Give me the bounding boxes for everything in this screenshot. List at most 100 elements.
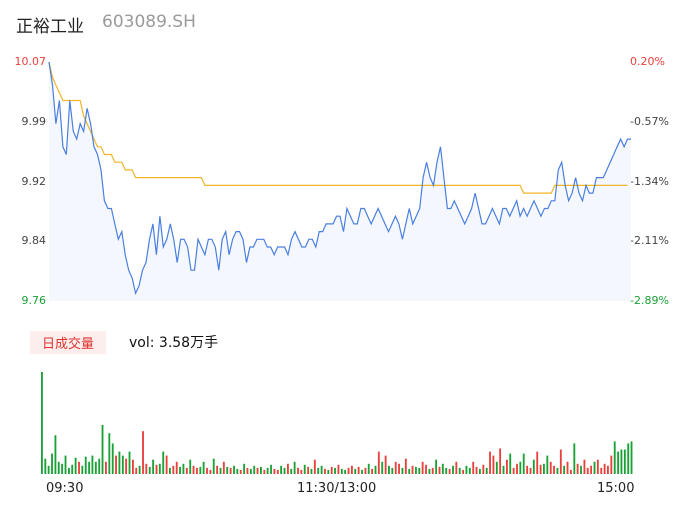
volume-bar xyxy=(431,467,434,474)
volume-bar xyxy=(209,469,212,474)
volume-bar xyxy=(202,461,205,474)
volume-bar xyxy=(468,467,471,474)
volume-bar xyxy=(145,463,148,474)
x-tick-label: 09:30 xyxy=(46,481,84,496)
volume-bar xyxy=(152,459,155,474)
volume-bar xyxy=(233,465,235,474)
volume-bar xyxy=(84,456,87,474)
volume-bar xyxy=(246,467,249,474)
volume-bar xyxy=(536,451,539,474)
average-price-line xyxy=(48,61,628,194)
volume-bar xyxy=(388,465,390,474)
volume-bar xyxy=(148,466,151,474)
volume-bar xyxy=(620,449,623,474)
stock-code: 603089.SH xyxy=(102,12,196,32)
volume-bar xyxy=(613,441,616,474)
volume-bar xyxy=(596,459,599,474)
volume-bar xyxy=(263,469,266,474)
volume-bar xyxy=(290,468,293,474)
volume-bar xyxy=(121,455,124,474)
volume-bar xyxy=(482,464,485,474)
volume-bar xyxy=(334,467,336,474)
volume-bar xyxy=(377,451,380,474)
volume-bar xyxy=(361,469,363,474)
volume-bar xyxy=(91,455,94,474)
volume-tab[interactable]: 日成交量 xyxy=(30,331,107,354)
x-tick-label: 15:00 xyxy=(597,481,635,496)
volume-bar xyxy=(438,466,441,474)
volume-bar xyxy=(421,461,424,474)
volume-bar xyxy=(351,465,353,474)
volume-bar xyxy=(398,463,400,474)
volume-bar xyxy=(630,441,633,474)
volume-bar xyxy=(354,468,357,474)
volume-bar xyxy=(411,465,414,474)
volume-bar xyxy=(324,468,326,474)
volume-bar xyxy=(401,467,404,474)
volume-bar xyxy=(71,464,74,474)
volume-bar xyxy=(182,463,185,474)
volume-bar xyxy=(391,467,394,474)
volume-bar xyxy=(185,467,188,474)
volume-bar xyxy=(415,466,417,474)
volume-bar xyxy=(226,466,229,474)
y-tick-right: 0.20% xyxy=(630,55,665,68)
volume-bar xyxy=(169,467,171,474)
volume-bar xyxy=(256,467,259,474)
volume-label: vol: 3.58万手 xyxy=(129,335,219,351)
volume-bar xyxy=(287,463,289,474)
volume-bar xyxy=(607,465,609,474)
volume-bar xyxy=(155,464,158,474)
volume-bar xyxy=(222,461,225,474)
volume-bar xyxy=(172,465,175,474)
volume-bar xyxy=(519,461,522,474)
volume-bar xyxy=(347,467,350,474)
volume-bar xyxy=(64,455,67,474)
volume-bar xyxy=(502,465,505,474)
volume-bar xyxy=(603,463,606,474)
volume-bar xyxy=(327,469,330,474)
volume-bar xyxy=(293,461,296,474)
y-tick-right: -1.34% xyxy=(630,174,669,188)
volume-bar xyxy=(300,469,303,474)
volume-bar xyxy=(236,468,239,474)
price-line xyxy=(48,61,631,296)
volume-bar xyxy=(374,465,377,474)
volume-bar xyxy=(330,466,333,474)
volume-bar xyxy=(529,467,532,474)
volume-bar xyxy=(61,463,64,474)
volume-bar xyxy=(441,463,444,474)
volume-bar xyxy=(179,466,181,474)
volume-bar xyxy=(394,461,397,474)
volume-bar xyxy=(445,467,448,474)
volume-bar xyxy=(135,467,138,474)
volume-bar xyxy=(428,468,431,474)
volume-bar xyxy=(253,465,256,474)
y-tick-left: 9.76 xyxy=(21,294,47,307)
volume-bar xyxy=(249,468,252,474)
volume-bar xyxy=(593,461,596,474)
volume-bar xyxy=(88,461,91,474)
volume-bar xyxy=(239,469,242,474)
volume-bar xyxy=(458,467,461,474)
volume-bar xyxy=(408,468,411,474)
volume-bar xyxy=(142,431,144,474)
volume-bar xyxy=(489,451,491,474)
volume-bar xyxy=(556,467,559,474)
volume-bar xyxy=(78,461,80,474)
volume-bar xyxy=(344,469,347,474)
volume-bar xyxy=(196,467,198,474)
volume-bar xyxy=(576,463,579,474)
volume-bar xyxy=(472,461,475,474)
volume-bar xyxy=(357,466,360,474)
volume-bar xyxy=(566,461,569,474)
volume-bar xyxy=(479,468,481,474)
volume-bar xyxy=(266,467,269,474)
y-tick-left: 9.84 xyxy=(21,234,47,248)
volume-bar xyxy=(532,459,535,474)
stock-name: 正裕工业 xyxy=(16,17,84,37)
volume-bar xyxy=(485,467,488,474)
volume-bar xyxy=(553,465,555,474)
volume-bar xyxy=(590,465,593,474)
volume-bar xyxy=(199,466,202,474)
